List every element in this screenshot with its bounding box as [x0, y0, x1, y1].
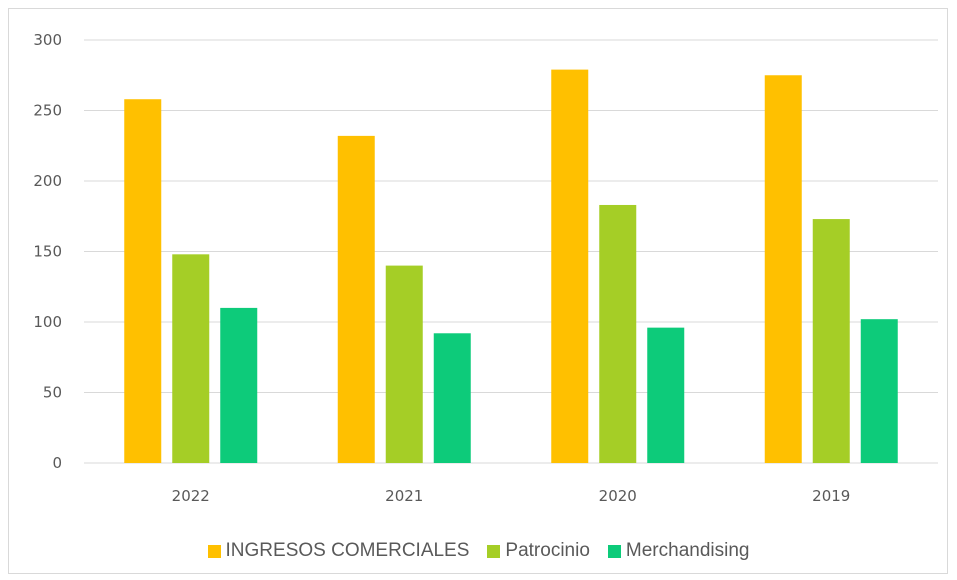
x-tick-label: 2019	[812, 487, 850, 505]
x-tick-label: 2021	[385, 487, 423, 505]
legend-swatch	[607, 544, 621, 558]
bar-2022-patrocinio	[172, 254, 210, 463]
legend-item: Patrocinio	[487, 540, 590, 562]
legend-label: Patrocinio	[505, 540, 590, 561]
legend-item: INGRESOS COMERCIALES	[207, 540, 470, 562]
y-axis-ticks: 0 50 100 150 200 250 300	[33, 31, 62, 472]
legend-label: INGRESOS COMERCIALES	[225, 540, 470, 561]
legend-label: Merchandising	[625, 540, 750, 561]
legend-swatch	[207, 544, 221, 558]
bar-2019-patrocinio	[812, 219, 850, 463]
gridlines	[84, 39, 938, 464]
bar-2022-ingresos-comerciales	[124, 99, 162, 463]
bars	[124, 69, 898, 464]
bar-2020-merchandising	[647, 327, 685, 463]
bar-2020-ingresos-comerciales	[551, 69, 589, 464]
y-tick-label: 300	[33, 31, 62, 49]
legend: INGRESOS COMERCIALES Patrocinio Merchandis…	[0, 540, 957, 562]
bar-2019-merchandising	[860, 319, 898, 463]
legend-swatch	[487, 544, 501, 558]
bar-2020-patrocinio	[599, 204, 637, 463]
y-tick-label: 0	[52, 454, 62, 472]
y-tick-label: 50	[43, 384, 62, 402]
y-tick-label: 100	[33, 313, 62, 331]
bar-2021-merchandising	[433, 333, 471, 463]
bar-2021-patrocinio	[385, 265, 423, 463]
x-axis-ticks: 2022 2021 2020 2019	[172, 487, 851, 505]
bar-2021-ingresos-comerciales	[337, 135, 375, 463]
y-tick-label: 200	[33, 172, 62, 190]
legend-item: Merchandising	[607, 540, 750, 562]
y-tick-label: 250	[33, 102, 62, 120]
bar-2022-merchandising	[220, 307, 258, 463]
bar-chart: 0 50 100 150 200 250 300 2022 2021 2020 2019	[33, 31, 938, 505]
x-tick-label: 2020	[599, 487, 637, 505]
y-tick-label: 150	[33, 243, 62, 261]
bar-2019-ingresos-comerciales	[764, 75, 802, 463]
x-tick-label: 2022	[172, 487, 210, 505]
